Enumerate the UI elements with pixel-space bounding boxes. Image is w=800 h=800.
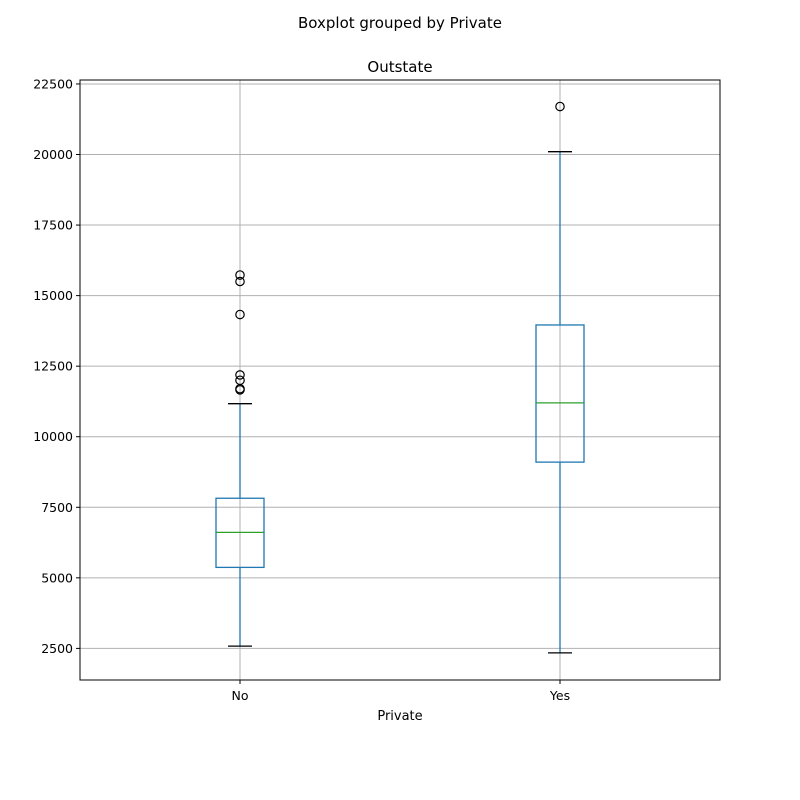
chart-title: Outstate <box>367 58 432 76</box>
outlier-point-no <box>235 309 245 320</box>
plot-area-frame <box>79 79 721 681</box>
y-tick-label: 7500 <box>41 500 73 515</box>
y-tick-label: 17500 <box>33 218 73 233</box>
outlier-point-no <box>235 276 245 287</box>
outlier-point-yes <box>555 101 565 112</box>
y-tick-label: 15000 <box>33 288 73 303</box>
y-tick-label: 10000 <box>33 429 73 444</box>
chart-suptitle: Boxplot grouped by Private <box>298 14 502 32</box>
outlier-point-no <box>235 370 245 380</box>
x-axis-label: Private <box>377 709 422 724</box>
boxes-layer <box>215 101 585 654</box>
y-tick-label: 2500 <box>41 641 73 656</box>
y-tick-label: 12500 <box>33 359 73 374</box>
y-tick-label: 20000 <box>33 147 73 162</box>
axes-layer: 2500 5000 7500 10000 12500 15000 17500 20000 225… <box>33 76 570 703</box>
outlier-point-no <box>235 270 245 280</box>
outlier-point-no <box>235 375 245 386</box>
x-tick-label: Yes <box>549 688 570 703</box>
y-tick-label: 5000 <box>41 570 73 585</box>
y-tick-label: 22500 <box>33 76 73 91</box>
box-yes <box>535 324 585 463</box>
grid-lines <box>80 80 720 680</box>
x-tick-label: No <box>232 688 249 703</box>
